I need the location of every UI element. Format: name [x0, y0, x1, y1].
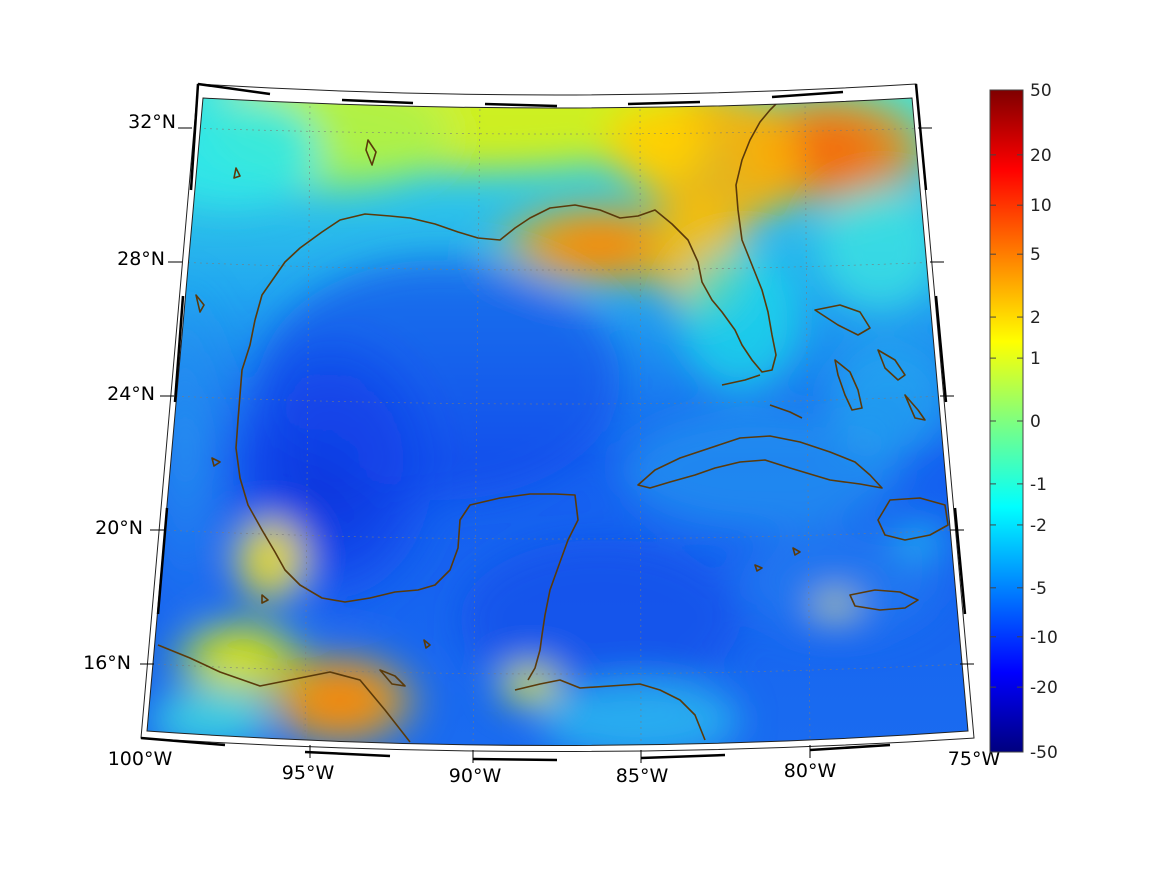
- longitude-labels: 100°W 95°W 90°W 85°W 80°W 75°W: [108, 748, 1001, 787]
- lat-label-24n: 24°N: [107, 383, 155, 405]
- coastline-layer: [157, 99, 949, 743]
- map-frame: [140, 82, 975, 763]
- lon-label-85w: 85°W: [616, 765, 669, 787]
- lon-label-100w: 100°W: [108, 748, 173, 770]
- lon-label-75w: 75°W: [948, 748, 1001, 770]
- graticule: [151, 99, 965, 746]
- colorbar-tick-label: -5: [1030, 579, 1047, 599]
- lon-label-80w: 80°W: [784, 760, 837, 782]
- colorbar-tick-label: 5: [1030, 245, 1041, 265]
- colorbar-tick-label: 1: [1030, 349, 1041, 369]
- colorbar-tick-label: -1: [1030, 475, 1047, 495]
- lat-label-16n: 16°N: [83, 652, 131, 674]
- colorbar-tick-label: 2: [1030, 308, 1041, 328]
- lat-label-28n: 28°N: [117, 248, 165, 270]
- colorbar-tick-label: -50: [1030, 743, 1058, 763]
- data-field: [147, 98, 968, 746]
- colorbar-tick-label: 0: [1030, 412, 1041, 432]
- latitude-labels: 32°N 28°N 24°N 20°N 16°N: [83, 111, 176, 674]
- lon-label-95w: 95°W: [282, 762, 335, 784]
- colorbar-tick-label: 10: [1030, 196, 1052, 216]
- lat-label-32n: 32°N: [128, 111, 176, 133]
- lon-label-90w: 90°W: [449, 765, 502, 787]
- lat-label-20n: 20°N: [95, 517, 143, 539]
- colorbar-tick-label: 20: [1030, 146, 1052, 166]
- colorbar-tick-label: -10: [1030, 628, 1058, 648]
- colorbar-tick-label: -20: [1030, 678, 1058, 698]
- colorbar-tick-label: -2: [1030, 516, 1047, 536]
- colorbar-tick-label: 50: [1030, 81, 1052, 101]
